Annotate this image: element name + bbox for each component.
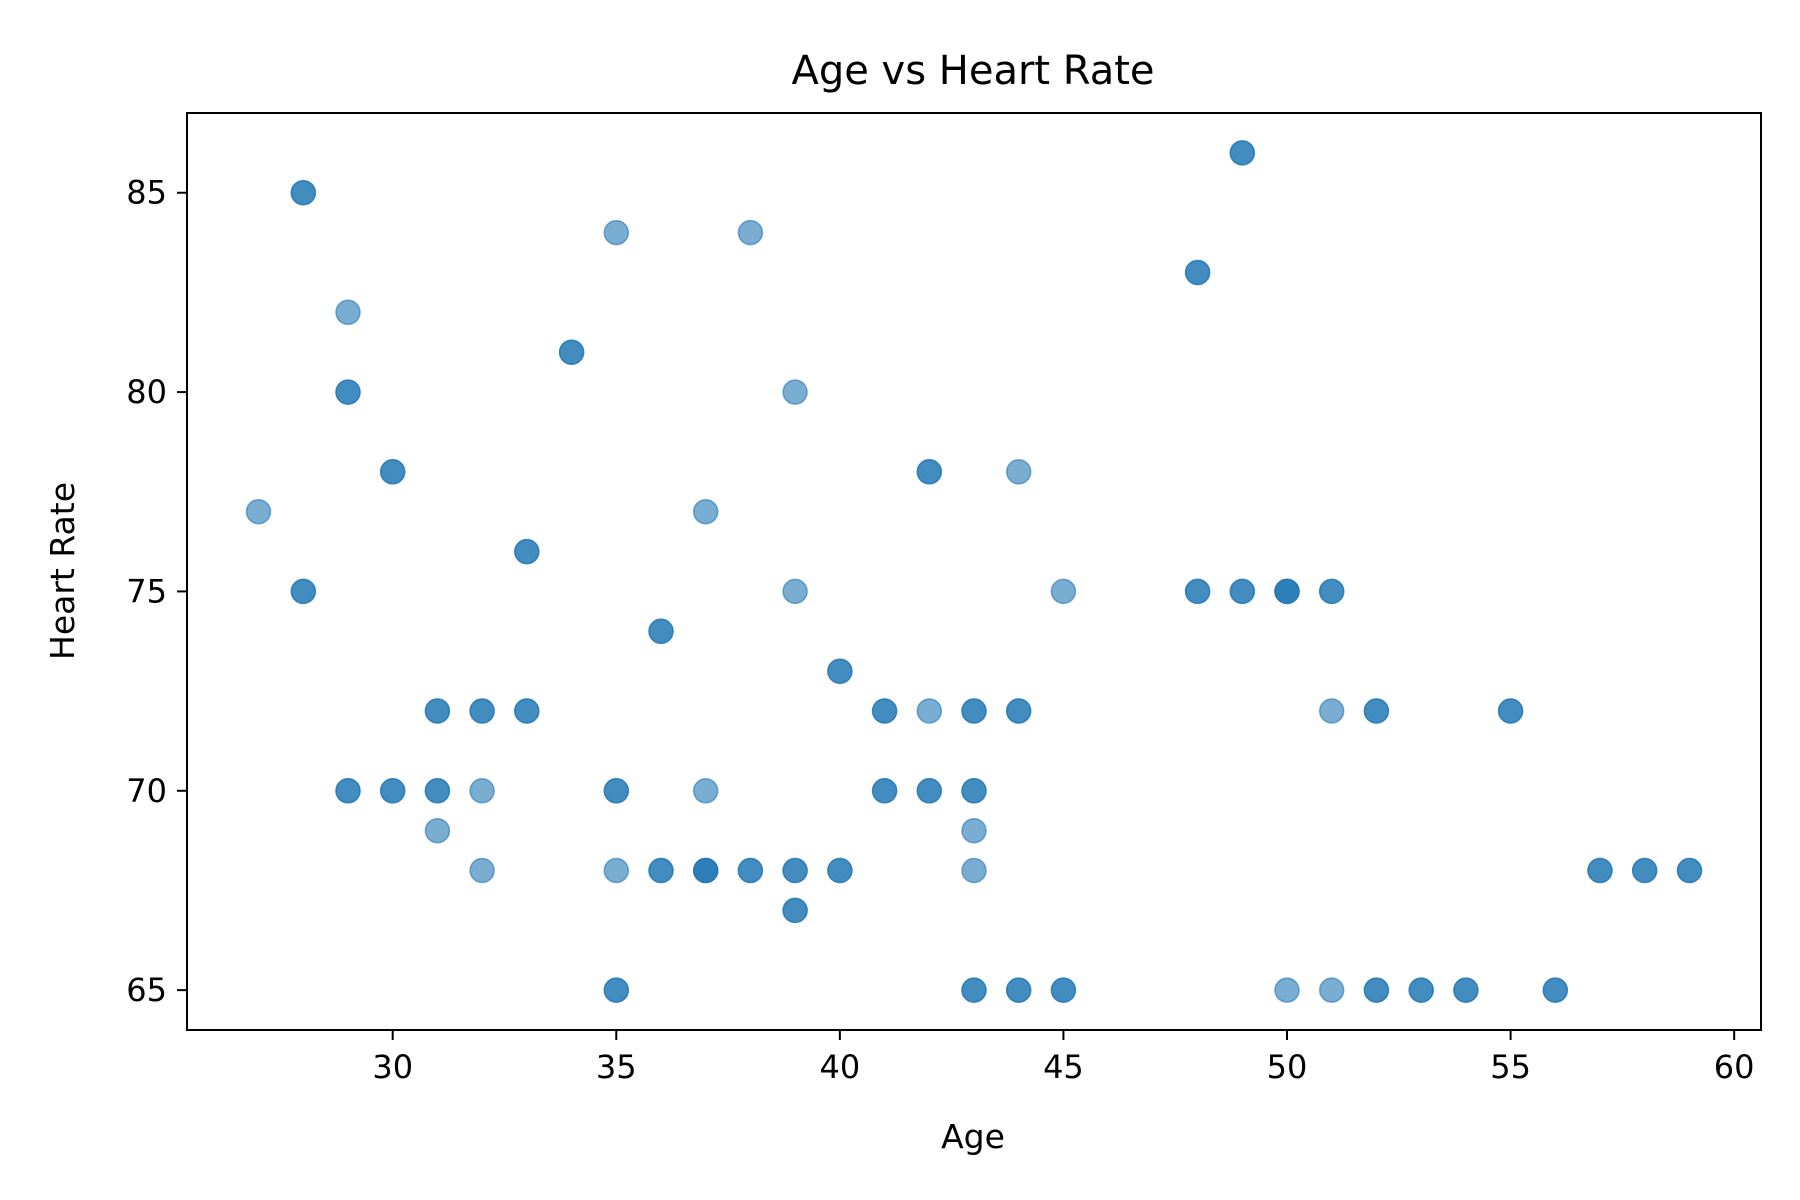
y-axis-label: Heart Rate [43, 482, 82, 660]
data-point [692, 778, 719, 804]
data-point [245, 498, 272, 525]
data-point [1184, 578, 1211, 605]
data-point [827, 658, 853, 684]
data-point [737, 219, 764, 246]
data-point [1005, 698, 1032, 724]
data-point [648, 857, 674, 884]
data-point [1318, 698, 1345, 724]
x-tick-label: 45 [1043, 1048, 1084, 1086]
data-point [1229, 578, 1256, 605]
x-tick-label: 35 [596, 1048, 637, 1086]
data-point [379, 459, 406, 485]
data-point [1676, 857, 1703, 884]
data-point [469, 857, 495, 884]
x-tick-label: 40 [819, 1048, 860, 1086]
data-point [424, 778, 451, 804]
y-tick-label: 70 [126, 772, 167, 810]
data-point [1050, 977, 1077, 1003]
data-point [1184, 259, 1211, 286]
x-tick-label: 55 [1490, 1048, 1531, 1086]
data-point [424, 817, 451, 844]
data-point [1050, 578, 1077, 605]
data-point [469, 698, 495, 724]
data-point [335, 379, 361, 405]
data-point [1274, 977, 1300, 1003]
x-tick-label: 60 [1714, 1048, 1755, 1086]
x-tick-label: 50 [1267, 1048, 1308, 1086]
data-point [692, 498, 719, 525]
x-tick-label: 30 [372, 1048, 413, 1086]
data-point [514, 698, 540, 724]
data-point [290, 578, 317, 605]
data-point [335, 778, 361, 804]
data-point [469, 778, 495, 804]
data-point [782, 379, 808, 405]
plot-frame [186, 112, 1762, 1031]
data-point [603, 857, 630, 884]
data-point [916, 778, 943, 804]
data-point [648, 618, 674, 645]
data-point [603, 977, 630, 1003]
data-point [335, 299, 361, 326]
y-tick-label: 85 [126, 174, 167, 212]
data-point [558, 339, 585, 365]
data-point [871, 698, 898, 724]
data-point [871, 778, 898, 804]
data-point [1587, 857, 1613, 884]
y-tick-label: 75 [126, 572, 167, 610]
data-point [961, 817, 987, 844]
data-point [1497, 698, 1524, 724]
chart-title: Age vs Heart Rate [791, 48, 1154, 94]
data-point [1542, 977, 1569, 1003]
data-point [290, 179, 317, 206]
data-point [827, 857, 853, 884]
data-point [916, 698, 943, 724]
data-point [379, 778, 406, 804]
data-point [603, 778, 630, 804]
data-point [1453, 977, 1479, 1003]
data-point [1005, 977, 1032, 1003]
y-tick-label: 65 [126, 971, 167, 1009]
data-point [961, 977, 987, 1003]
y-tick-label: 80 [126, 373, 167, 411]
data-point [1318, 578, 1345, 605]
data-point [961, 698, 987, 724]
data-point [961, 778, 987, 804]
data-point [916, 459, 943, 485]
data-point [1005, 459, 1032, 485]
data-point [782, 578, 808, 605]
data-point [1318, 977, 1345, 1003]
data-point [1363, 977, 1390, 1003]
ticks-layer: 30 35 40 45 50 55 60 65 70 75 80 85 [126, 174, 1754, 1086]
data-point [1229, 140, 1256, 166]
data-point [782, 857, 808, 884]
data-point [1363, 698, 1390, 724]
data-point [961, 857, 987, 884]
data-point [1274, 578, 1300, 605]
data-point [514, 538, 540, 565]
data-point [1631, 857, 1658, 884]
x-axis-label: Age [941, 1117, 1005, 1156]
data-point [603, 219, 630, 246]
data-point [692, 857, 719, 884]
points-layer [245, 140, 1703, 1003]
data-point [1408, 977, 1434, 1003]
data-point [782, 897, 808, 924]
data-point [737, 857, 764, 884]
data-point [424, 698, 451, 724]
